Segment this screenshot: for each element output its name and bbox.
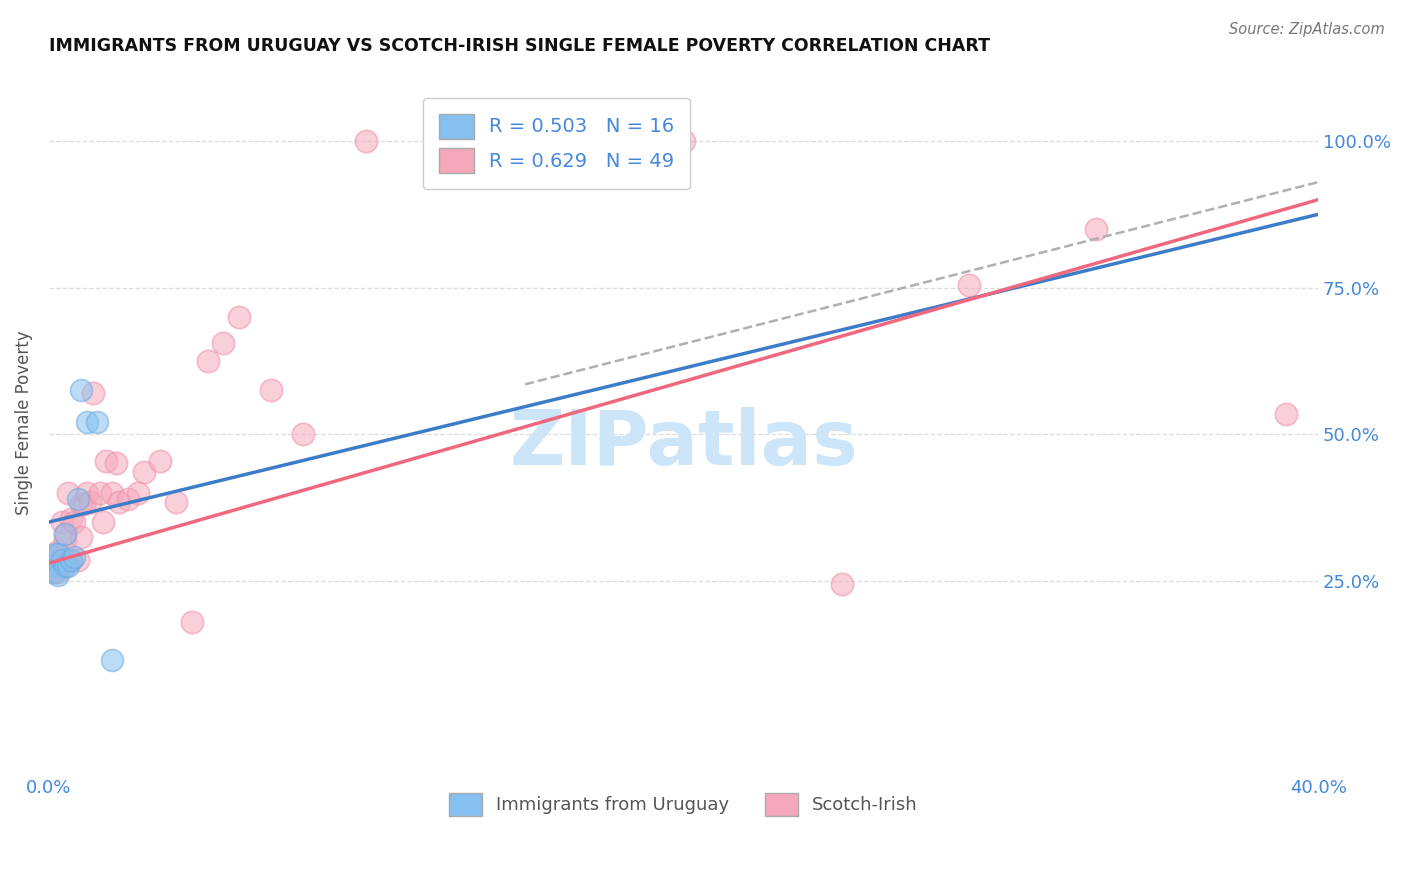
Text: IMMIGRANTS FROM URUGUAY VS SCOTCH-IRISH SINGLE FEMALE POVERTY CORRELATION CHART: IMMIGRANTS FROM URUGUAY VS SCOTCH-IRISH … [49, 37, 990, 55]
Point [53, 559, 76, 574]
Point [66, 491, 89, 506]
Point [51, 550, 73, 565]
Point [79, 494, 101, 508]
Point [63, 515, 86, 529]
Point [63, 550, 86, 565]
Point [356, 134, 378, 148]
Point [53, 533, 76, 547]
Point [117, 491, 139, 506]
Point [831, 576, 853, 591]
Point [41, 565, 63, 579]
Point [48, 565, 70, 579]
Point [51, 553, 73, 567]
Point [60, 512, 83, 526]
Point [48, 567, 70, 582]
Point [104, 457, 127, 471]
Point [197, 354, 219, 368]
Point [76, 416, 98, 430]
Point [48, 559, 70, 574]
Point [101, 485, 124, 500]
Point [134, 465, 156, 479]
Point [48, 550, 70, 565]
Point [48, 547, 70, 561]
Legend: Immigrants from Uruguay, Scotch-Irish: Immigrants from Uruguay, Scotch-Irish [440, 784, 927, 825]
Text: Source: ZipAtlas.com: Source: ZipAtlas.com [1229, 22, 1385, 37]
Point [180, 615, 202, 629]
Text: ZIPatlas: ZIPatlas [509, 407, 858, 481]
Point [69, 498, 91, 512]
Point [260, 383, 283, 397]
Point [291, 427, 314, 442]
Point [86, 416, 108, 430]
Point [44, 565, 66, 579]
Point [101, 653, 124, 667]
Point [82, 386, 104, 401]
Point [672, 134, 695, 148]
Point [91, 515, 114, 529]
Point [44, 547, 66, 561]
Point [51, 515, 73, 529]
Point [1085, 222, 1108, 236]
Point [41, 559, 63, 574]
Point [60, 553, 83, 567]
Point [69, 530, 91, 544]
Point [89, 485, 111, 500]
Point [94, 453, 117, 467]
Point [107, 494, 129, 508]
Point [44, 550, 66, 565]
Point [60, 553, 83, 567]
Point [165, 494, 187, 508]
Point [53, 526, 76, 541]
Point [48, 544, 70, 558]
Point [149, 453, 172, 467]
Point [56, 559, 79, 574]
Point [69, 383, 91, 397]
Point [53, 526, 76, 541]
Point [73, 498, 96, 512]
Point [41, 562, 63, 576]
Y-axis label: Single Female Poverty: Single Female Poverty [15, 330, 32, 515]
Point [76, 485, 98, 500]
Point [1275, 407, 1298, 421]
Point [228, 310, 250, 324]
Point [212, 336, 235, 351]
Point [66, 553, 89, 567]
Point [44, 556, 66, 570]
Point [957, 277, 980, 292]
Point [41, 559, 63, 574]
Point [53, 559, 76, 574]
Point [56, 485, 79, 500]
Point [44, 559, 66, 574]
Point [127, 485, 149, 500]
